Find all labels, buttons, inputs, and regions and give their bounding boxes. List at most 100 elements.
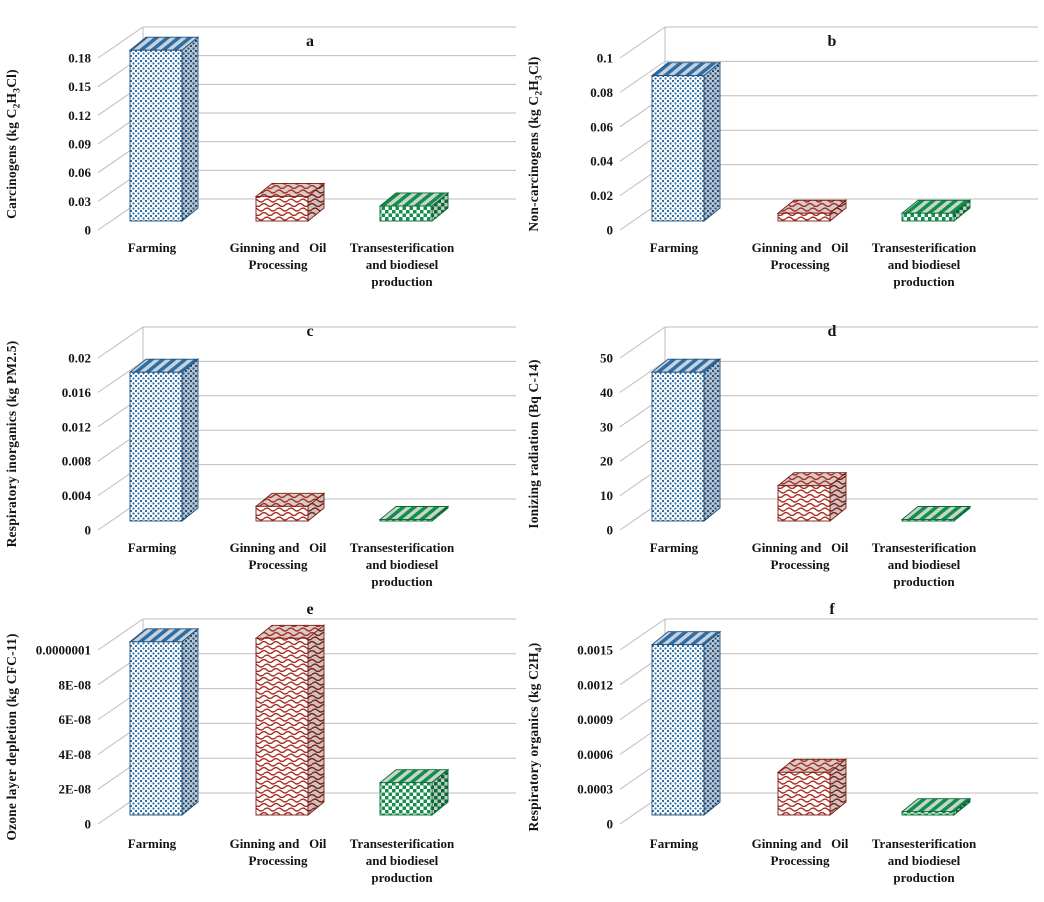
y-tick-label: 0.016 — [62, 385, 92, 400]
y-tick-label: 2E-08 — [59, 782, 92, 797]
x-category-label-transesterification-and-biodiesel-production: production — [893, 574, 955, 589]
y-tick-label: 0.04 — [590, 154, 613, 169]
x-category-label-transesterification-and-biodiesel-production: and biodiesel — [366, 557, 439, 572]
x-category-label-transesterification-and-biodiesel-production: production — [371, 274, 433, 289]
bar-farming-side-face — [181, 627, 199, 816]
y-tick-label: 40 — [600, 385, 613, 400]
gridline-depth — [619, 326, 666, 359]
bar-ginning-and-oil-processing — [777, 212, 831, 222]
x-category-label-ginning-and-oil-processing: Ginning and Oil — [230, 836, 327, 851]
x-category-label-transesterification-and-biodiesel-production: and biodiesel — [888, 257, 961, 272]
bar-ginning-and-oil-processing — [255, 195, 309, 222]
bar-transesterification-and-biodiesel-production-top-face — [378, 506, 450, 520]
bar-transesterification-and-biodiesel-production — [379, 519, 433, 522]
panel-f: 0 0.0003 0.0006 0.0009 0.0012 0.0015 f Respirat… — [522, 600, 1044, 902]
y-tick-label: 0.0000001 — [36, 643, 91, 658]
x-category-label-transesterification-and-biodiesel-production: Transesterification — [872, 240, 977, 255]
panel-letter: d — [828, 323, 837, 340]
x-category-label-transesterification-and-biodiesel-production: production — [893, 274, 955, 289]
y-axis-title: Ionizing radiation (Bq C-14) — [526, 359, 541, 529]
bar-transesterification-and-biodiesel-production — [901, 811, 955, 816]
panel-c-chart: 0 0.004 0.008 0.012 0.016 0.02 c Respiratory in… — [4, 323, 516, 589]
gridline-depth — [619, 618, 666, 651]
gridline-depth — [619, 60, 666, 93]
gridline-depth — [97, 618, 144, 651]
y-axis-title: Carcinogens (kg C2H3Cl) — [4, 69, 23, 219]
x-category-label-farming: Farming — [650, 240, 699, 255]
x-category-label-farming: Farming — [128, 240, 177, 255]
x-category-label-transesterification-and-biodiesel-production: production — [893, 870, 955, 885]
y-tick-label: 0.06 — [68, 165, 91, 180]
bar-farming-side-face — [181, 358, 199, 522]
bar-farming — [129, 641, 183, 816]
x-category-label-transesterification-and-biodiesel-production: Transesterification — [350, 836, 455, 851]
x-category-label-ginning-and-oil-processing: Processing — [771, 853, 830, 868]
y-tick-label: 8E-08 — [59, 677, 92, 692]
panel-letter: b — [828, 33, 837, 50]
y-tick-label: 0.02 — [68, 351, 91, 366]
bar-farming — [651, 371, 705, 522]
bar-ginning-and-oil-processing-side-face — [307, 624, 325, 816]
y-tick-label: 0.004 — [62, 488, 92, 503]
bar-farming — [129, 49, 183, 222]
bar-farming-side-face — [181, 36, 199, 222]
y-tick-label: 0.08 — [590, 85, 613, 100]
y-tick-label: 0.12 — [68, 108, 91, 123]
y-tick-label: 0 — [85, 223, 92, 238]
x-category-label-transesterification-and-biodiesel-production: Transesterification — [872, 540, 977, 555]
y-tick-label: 0.1 — [597, 51, 613, 66]
x-category-label-ginning-and-oil-processing: Processing — [771, 557, 830, 572]
bar-transesterification-and-biodiesel-production — [901, 519, 955, 522]
gridline-depth — [619, 360, 666, 393]
x-category-label-ginning-and-oil-processing: Ginning and Oil — [230, 540, 327, 555]
y-tick-label: 20 — [600, 454, 613, 469]
y-tick-label: 4E-08 — [59, 747, 92, 762]
y-tick-label: 0.0009 — [577, 712, 613, 727]
bar-transesterification-and-biodiesel-production — [901, 212, 955, 222]
panel-b: 0 0.02 0.04 0.06 0.08 0.1 b Non-carcinogens (kg… — [522, 0, 1044, 300]
y-tick-label: 0.0003 — [577, 782, 613, 797]
y-tick-label: 0.02 — [590, 188, 613, 203]
y-axis-title: Respiratory inorganics (kg PM2.5) — [4, 341, 19, 548]
x-category-label-farming: Farming — [128, 836, 177, 851]
y-tick-label: 0 — [85, 817, 92, 832]
x-category-label-transesterification-and-biodiesel-production: and biodiesel — [366, 853, 439, 868]
panel-letter: c — [306, 323, 313, 340]
y-tick-label: 0.09 — [68, 137, 91, 152]
x-category-label-ginning-and-oil-processing: Ginning and Oil — [752, 240, 849, 255]
bar-farming-side-face — [703, 630, 721, 816]
panel-c: 0 0.004 0.008 0.012 0.016 0.02 c Respiratory in… — [0, 300, 522, 600]
x-category-label-transesterification-and-biodiesel-production: Transesterification — [350, 540, 455, 555]
panel-b-chart: 0 0.02 0.04 0.06 0.08 0.1 b Non-carcinogens (kg… — [526, 26, 1038, 289]
x-category-label-farming: Farming — [650, 836, 699, 851]
y-tick-label: 0.06 — [590, 119, 613, 134]
y-axis-title: Respiratory organics (kg C2H4) — [526, 643, 545, 832]
gridline-depth — [97, 26, 144, 59]
x-category-label-transesterification-and-biodiesel-production: and biodiesel — [888, 853, 961, 868]
bar-ginning-and-oil-processing — [255, 505, 309, 522]
bar-transesterification-and-biodiesel-production — [379, 205, 433, 222]
bar-farming-side-face — [703, 358, 721, 522]
panel-d: 0 10 20 30 40 50 d Ionizing radiation (Bq C-14)… — [522, 300, 1044, 600]
x-category-label-ginning-and-oil-processing: Ginning and Oil — [752, 540, 849, 555]
bar-farming — [651, 75, 705, 222]
y-tick-label: 0 — [607, 523, 614, 538]
bar-transesterification-and-biodiesel-production-top-face — [900, 506, 972, 520]
bar-farming — [129, 371, 183, 522]
panel-a-chart: 0 0.03 0.06 0.09 0.12 0.15 0.18 a Carcinogens (k… — [4, 26, 516, 289]
x-category-label-ginning-and-oil-processing: Processing — [249, 557, 308, 572]
y-tick-label: 30 — [600, 419, 613, 434]
y-tick-label: 0.15 — [68, 79, 91, 94]
x-category-label-transesterification-and-biodiesel-production: production — [371, 574, 433, 589]
x-category-label-farming: Farming — [650, 540, 699, 555]
panel-a: 0 0.03 0.06 0.09 0.12 0.15 0.18 a Carcinogens (k… — [0, 0, 522, 300]
y-axis-title: Non-carcinogens (kg C2H3Cl) — [526, 56, 545, 231]
y-tick-label: 6E-08 — [59, 712, 92, 727]
x-category-label-ginning-and-oil-processing: Processing — [249, 853, 308, 868]
bar-farming-side-face — [703, 61, 721, 222]
y-tick-label: 0 — [607, 223, 614, 238]
x-category-label-transesterification-and-biodiesel-production: and biodiesel — [366, 257, 439, 272]
bar-transesterification-and-biodiesel-production — [379, 782, 433, 816]
